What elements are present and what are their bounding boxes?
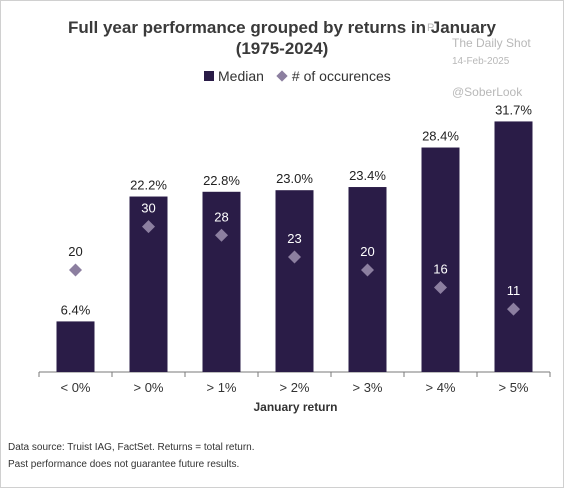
marker-occurrences (434, 280, 447, 294)
x-tick-label: > 1% (207, 380, 237, 395)
legend-median-swatch (204, 71, 214, 81)
bar-median-label: 23.4% (349, 168, 386, 183)
watermark-handle: @SoberLook (452, 85, 523, 99)
x-tick-label: > 3% (353, 380, 383, 395)
footnote-disclaimer: Past performance does not guarantee futu… (8, 459, 240, 470)
marker-occurrences (215, 228, 228, 242)
marker-occurrences-label: 23 (287, 231, 301, 246)
bar-median (421, 147, 460, 372)
x-tick-label: > 4% (426, 380, 456, 395)
chart-legend: Median # of occurences (204, 68, 391, 84)
bar-median (56, 321, 95, 372)
bar-median-label: 23.0% (276, 171, 313, 186)
marker-occurrences-label: 30 (141, 201, 155, 216)
x-tick-label: > 2% (280, 380, 310, 395)
marker-occurrences (69, 263, 82, 277)
legend-median-label: Median (218, 68, 264, 84)
marker-occurrences-label: 11 (507, 283, 521, 298)
legend-occurrences-label: # of occurences (291, 68, 391, 84)
x-tick-label: > 0% (134, 380, 164, 395)
bar-median (275, 190, 314, 372)
marker-occurrences-label: 20 (360, 244, 374, 259)
bar-median-label: 22.8% (203, 173, 240, 188)
x-axis-title: January return (253, 400, 337, 414)
chart-title-line1: Full year performance grouped by returns… (68, 18, 496, 37)
bar-median (202, 191, 241, 372)
bar-median (348, 187, 387, 372)
bar-median-label: 31.7% (495, 102, 532, 117)
marker-occurrences-label: 28 (214, 209, 228, 224)
marker-occurrences (142, 220, 155, 234)
x-tick-label: > 5% (499, 380, 529, 395)
bar-median-label: 6.4% (61, 302, 91, 317)
bar-median-label: 28.4% (422, 129, 459, 144)
marker-occurrences (288, 250, 301, 264)
watermark-date: 14-Feb-2025 (452, 56, 510, 67)
bar-median-label: 22.2% (130, 178, 167, 193)
watermark-partial: P (427, 22, 435, 34)
chart-title: Full year performance grouped by returns… (0, 17, 564, 59)
marker-occurrences (361, 263, 374, 277)
footnote-source: Data source: Truist IAG, FactSet. Return… (8, 442, 255, 453)
bar-median (494, 121, 533, 372)
watermark-source: The Daily Shot (452, 36, 531, 50)
marker-occurrences (507, 302, 520, 316)
marker-occurrences-label: 16 (433, 261, 447, 276)
x-tick-label: < 0% (61, 380, 91, 395)
chart-title-line2: (1975-2024) (235, 39, 329, 58)
marker-occurrences-label: 20 (68, 244, 82, 259)
